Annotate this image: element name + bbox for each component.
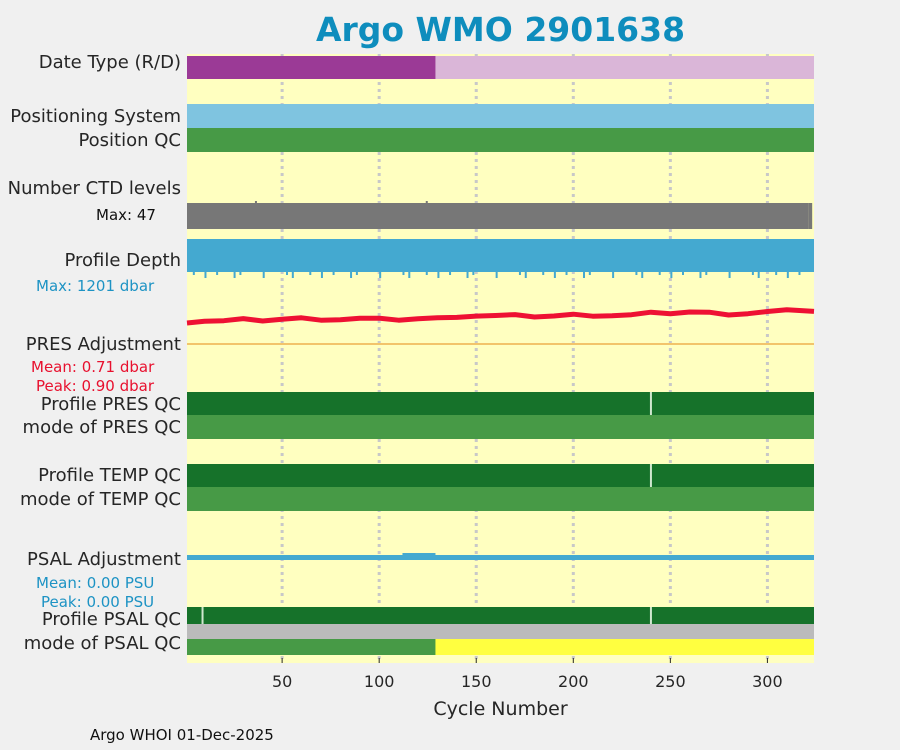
label-position-qc: Position QC [78, 130, 181, 151]
profile-depth-spike-10 [204, 272, 207, 278]
date-type-bar-1 [435, 56, 814, 79]
profile-depth-spike-55 [291, 272, 294, 278]
profile-depth-spike-184 [542, 272, 545, 275]
label-profile-pres-qc: Profile PRES QC [40, 394, 181, 415]
label-positioning-system: Positioning System [10, 106, 181, 127]
ctd-levels-peak-a [254, 201, 257, 203]
profile-depth-spike-76 [332, 272, 335, 275]
profile-depth-spike-235 [641, 272, 644, 278]
label-pres-mean: Mean: 0.71 dbar [31, 358, 155, 376]
profile-depth-spike-265 [699, 272, 702, 278]
ctd-levels-end [808, 203, 813, 229]
profile-depth-spike-115 [408, 272, 411, 278]
label-mode-temp-qc: mode of TEMP QC [19, 489, 181, 510]
label-psal-peak: Peak: 0.00 PSU [41, 593, 155, 611]
profile-depth-spike-190 [553, 272, 556, 278]
profile-depth-spike-28 [239, 272, 242, 275]
profile-depth-spike-16 [216, 272, 219, 275]
profile-depth-spike-124 [425, 272, 428, 275]
psal-adjustment-bump [402, 553, 436, 556]
profile-depth-spike-208 [588, 272, 591, 275]
x-tick-label-200: 200 [558, 672, 589, 691]
profile-psal-qc-bar-0 [187, 607, 814, 624]
x-tick-label-300: 300 [752, 672, 783, 691]
profile-depth-spike-130 [437, 272, 440, 278]
chart-title: Argo WMO 2901638 [315, 10, 686, 49]
profile-depth-spike-175 [524, 272, 527, 278]
profile-depth-spike-4 [192, 272, 195, 275]
profile-depth-spike-220 [612, 272, 615, 278]
profile-depth-spike-292 [751, 272, 754, 275]
profile-depth-spike-85 [350, 272, 353, 278]
profile-depth-spike-310 [786, 272, 789, 278]
x-tick-label-250: 250 [655, 672, 686, 691]
label-pres-adjustment: PRES Adjustment [25, 334, 181, 355]
profile-depth-spike-232 [635, 272, 638, 275]
label-depth-max: Max: 1201 dbar [36, 277, 155, 295]
pres-adjustment-line [186, 307, 815, 326]
ctd-levels-bar [187, 203, 814, 229]
profile-depth-spike-136 [449, 272, 452, 275]
x-tick-label-100: 100 [364, 672, 395, 691]
label-mode-psal-qc: mode of PSAL QC [23, 633, 181, 654]
mode-pres-qc-bar-0 [187, 415, 814, 439]
profile-depth-spike-160 [495, 272, 498, 278]
mode-temp-qc-bar-0 [187, 487, 814, 511]
profile-pres-qc-bar-0 [187, 392, 814, 415]
profile-depth-spike-172 [518, 272, 521, 275]
profile-depth-spike-25 [233, 272, 236, 278]
x-axis-label: Cycle Number [433, 698, 568, 720]
mode-psal-qc-bar-0 [187, 639, 436, 655]
profile-depth-spike-40 [262, 272, 265, 278]
label-profile-depth: Profile Depth [64, 250, 181, 271]
profile-depth-spike-316 [798, 272, 801, 275]
date-type-bar-0 [187, 56, 436, 79]
profile-depth-bar [187, 239, 814, 272]
plot-background [187, 54, 814, 663]
profile-temp-qc-bar-0 [187, 464, 814, 487]
label-profile-psal-qc: Profile PSAL QC [41, 609, 181, 630]
label-pres-peak: Peak: 0.90 dbar [36, 377, 155, 395]
footer-credit: Argo WHOI 01-Dec-2025 [90, 726, 274, 744]
profile-depth-spike-205 [583, 272, 585, 278]
label-psal-adjustment: PSAL Adjustment [26, 549, 181, 570]
label-number-ctd-levels: Number CTD levels [7, 178, 181, 199]
x-tick-label-50: 50 [272, 672, 292, 691]
label-profile-temp-qc: Profile TEMP QC [38, 465, 181, 486]
mode-psal-qc-bar-1 [435, 639, 814, 655]
profile-depth-spike-196 [565, 272, 568, 275]
profile-depth-spike-148 [472, 272, 475, 275]
profile-depth-spike-250 [670, 272, 673, 278]
profile-depth-spike-145 [466, 272, 469, 278]
profile-depth-spike-100 [379, 272, 382, 278]
profile-depth-spike-88 [355, 272, 358, 275]
ctd-levels-peak-b [425, 201, 428, 203]
psal-qc-gray-bar [187, 624, 814, 639]
profile-depth-spike-244 [658, 272, 661, 275]
psal-adjustment-line [187, 555, 814, 560]
profile-depth-spike-112 [402, 272, 405, 275]
profile-depth-spike-52 [286, 272, 288, 275]
label-psal-mean: Mean: 0.00 PSU [36, 574, 155, 592]
profile-depth-spike-268 [705, 272, 708, 275]
label-date-type: Date Type (R/D) [38, 52, 181, 73]
profile-depth-spike-256 [682, 272, 684, 275]
label-ctd-max: Max: 47 [96, 206, 156, 224]
x-tick-label-150: 150 [461, 672, 492, 691]
profile-depth-spike-304 [775, 272, 778, 275]
profile-depth-spike-295 [757, 272, 760, 278]
positioning-system-bar-0 [187, 104, 814, 128]
profile-depth-spike-280 [728, 272, 731, 278]
label-mode-pres-qc: mode of PRES QC [22, 417, 181, 438]
position-qc-bar-0 [187, 128, 814, 152]
profile-depth-spike-64 [309, 272, 312, 275]
profile-depth-spike-70 [320, 272, 323, 278]
